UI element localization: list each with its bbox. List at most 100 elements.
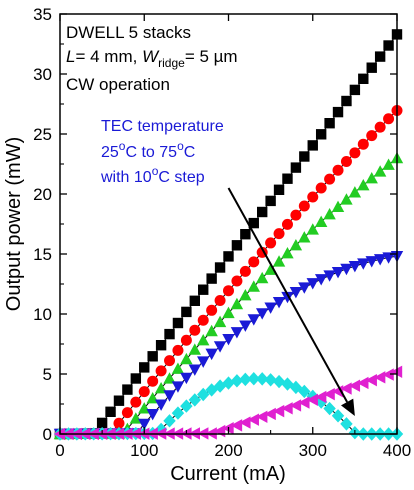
data-point xyxy=(373,371,386,384)
data-point xyxy=(230,374,244,388)
data-point xyxy=(341,95,352,107)
data-point xyxy=(272,255,286,267)
data-point xyxy=(323,401,336,416)
data-point xyxy=(239,265,251,277)
y-tick-label: 30 xyxy=(33,65,52,84)
data-point xyxy=(113,395,125,406)
data-point xyxy=(239,320,252,332)
data-point xyxy=(281,291,294,304)
data-point xyxy=(357,376,369,390)
series-square xyxy=(54,29,403,440)
data-point xyxy=(181,306,192,318)
data-point xyxy=(298,396,310,409)
data-point xyxy=(366,130,378,142)
y-tick-label: 35 xyxy=(33,5,52,24)
data-point xyxy=(383,113,395,125)
data-point xyxy=(298,200,310,212)
data-point xyxy=(105,406,116,417)
data-point xyxy=(331,409,345,423)
data-point xyxy=(340,156,352,168)
data-point xyxy=(189,295,200,306)
data-point xyxy=(264,302,277,314)
data-point xyxy=(163,414,176,428)
data-point xyxy=(314,390,327,404)
data-point xyxy=(230,327,244,339)
y-tick-label: 5 xyxy=(43,365,52,384)
data-point xyxy=(206,304,218,316)
data-point xyxy=(230,297,244,310)
data-point xyxy=(332,106,344,118)
data-point xyxy=(324,118,335,129)
data-point xyxy=(281,402,293,415)
x-axis-label: Current (mA) xyxy=(170,463,286,485)
data-point xyxy=(154,399,168,411)
data-point xyxy=(349,147,361,159)
data-point xyxy=(247,413,259,426)
data-point xyxy=(222,376,235,390)
data-point xyxy=(231,240,243,251)
data-point xyxy=(358,73,369,84)
y-tick-label: 10 xyxy=(33,305,52,324)
x-tick-label: 400 xyxy=(383,441,411,460)
x-tick-label: 0 xyxy=(55,441,64,460)
data-point xyxy=(138,386,150,398)
data-point xyxy=(365,256,378,268)
data-point xyxy=(164,355,176,367)
data-point xyxy=(383,40,394,51)
data-point xyxy=(331,266,345,279)
data-point xyxy=(163,372,176,384)
data-point xyxy=(214,294,226,306)
series-line xyxy=(60,34,398,435)
data-point xyxy=(340,382,352,395)
data-point xyxy=(282,173,293,184)
data-point xyxy=(365,172,378,184)
data-point xyxy=(324,173,336,185)
data-point xyxy=(348,260,362,273)
data-point xyxy=(264,263,277,275)
data-point xyxy=(130,396,142,408)
data-point xyxy=(281,218,293,230)
data-point xyxy=(256,271,269,284)
data-point xyxy=(147,375,159,387)
data-point xyxy=(332,164,344,176)
data-point xyxy=(138,418,151,431)
data-point xyxy=(272,297,286,309)
data-point xyxy=(171,406,185,420)
data-point xyxy=(121,407,133,419)
data-point xyxy=(138,402,151,414)
data-point xyxy=(247,280,260,292)
data-point xyxy=(314,274,328,286)
data-point xyxy=(188,343,201,355)
annotation-line-1: DWELL 5 stacks xyxy=(66,23,191,42)
data-point xyxy=(357,178,370,191)
data-point xyxy=(289,399,302,412)
tec-line-1: TEC temperature xyxy=(101,118,224,135)
data-point xyxy=(289,238,303,251)
data-point xyxy=(197,314,209,326)
data-point xyxy=(188,393,201,407)
data-point xyxy=(264,373,277,387)
data-point xyxy=(214,262,226,273)
x-tick-label: 300 xyxy=(299,441,327,460)
data-point xyxy=(340,417,353,431)
data-point xyxy=(180,372,193,385)
tec-annotation: TEC temperature 25oC to 75oC with 10oC s… xyxy=(100,118,224,186)
data-point xyxy=(290,209,302,221)
data-point xyxy=(257,206,268,218)
data-point xyxy=(357,258,370,270)
data-point xyxy=(122,384,133,395)
data-point xyxy=(155,340,167,351)
data-point xyxy=(265,237,277,249)
data-point xyxy=(197,334,210,346)
data-point xyxy=(298,384,311,399)
y-tick-label: 0 xyxy=(43,425,52,444)
y-axis-label: Output power (mW) xyxy=(3,137,25,311)
data-point xyxy=(147,351,158,362)
data-point xyxy=(264,407,276,421)
y-tick-label: 25 xyxy=(33,125,52,144)
data-point xyxy=(281,247,294,259)
data-point xyxy=(314,215,328,227)
y-tick-label: 15 xyxy=(33,245,52,264)
y-tick-label: 20 xyxy=(33,185,52,204)
